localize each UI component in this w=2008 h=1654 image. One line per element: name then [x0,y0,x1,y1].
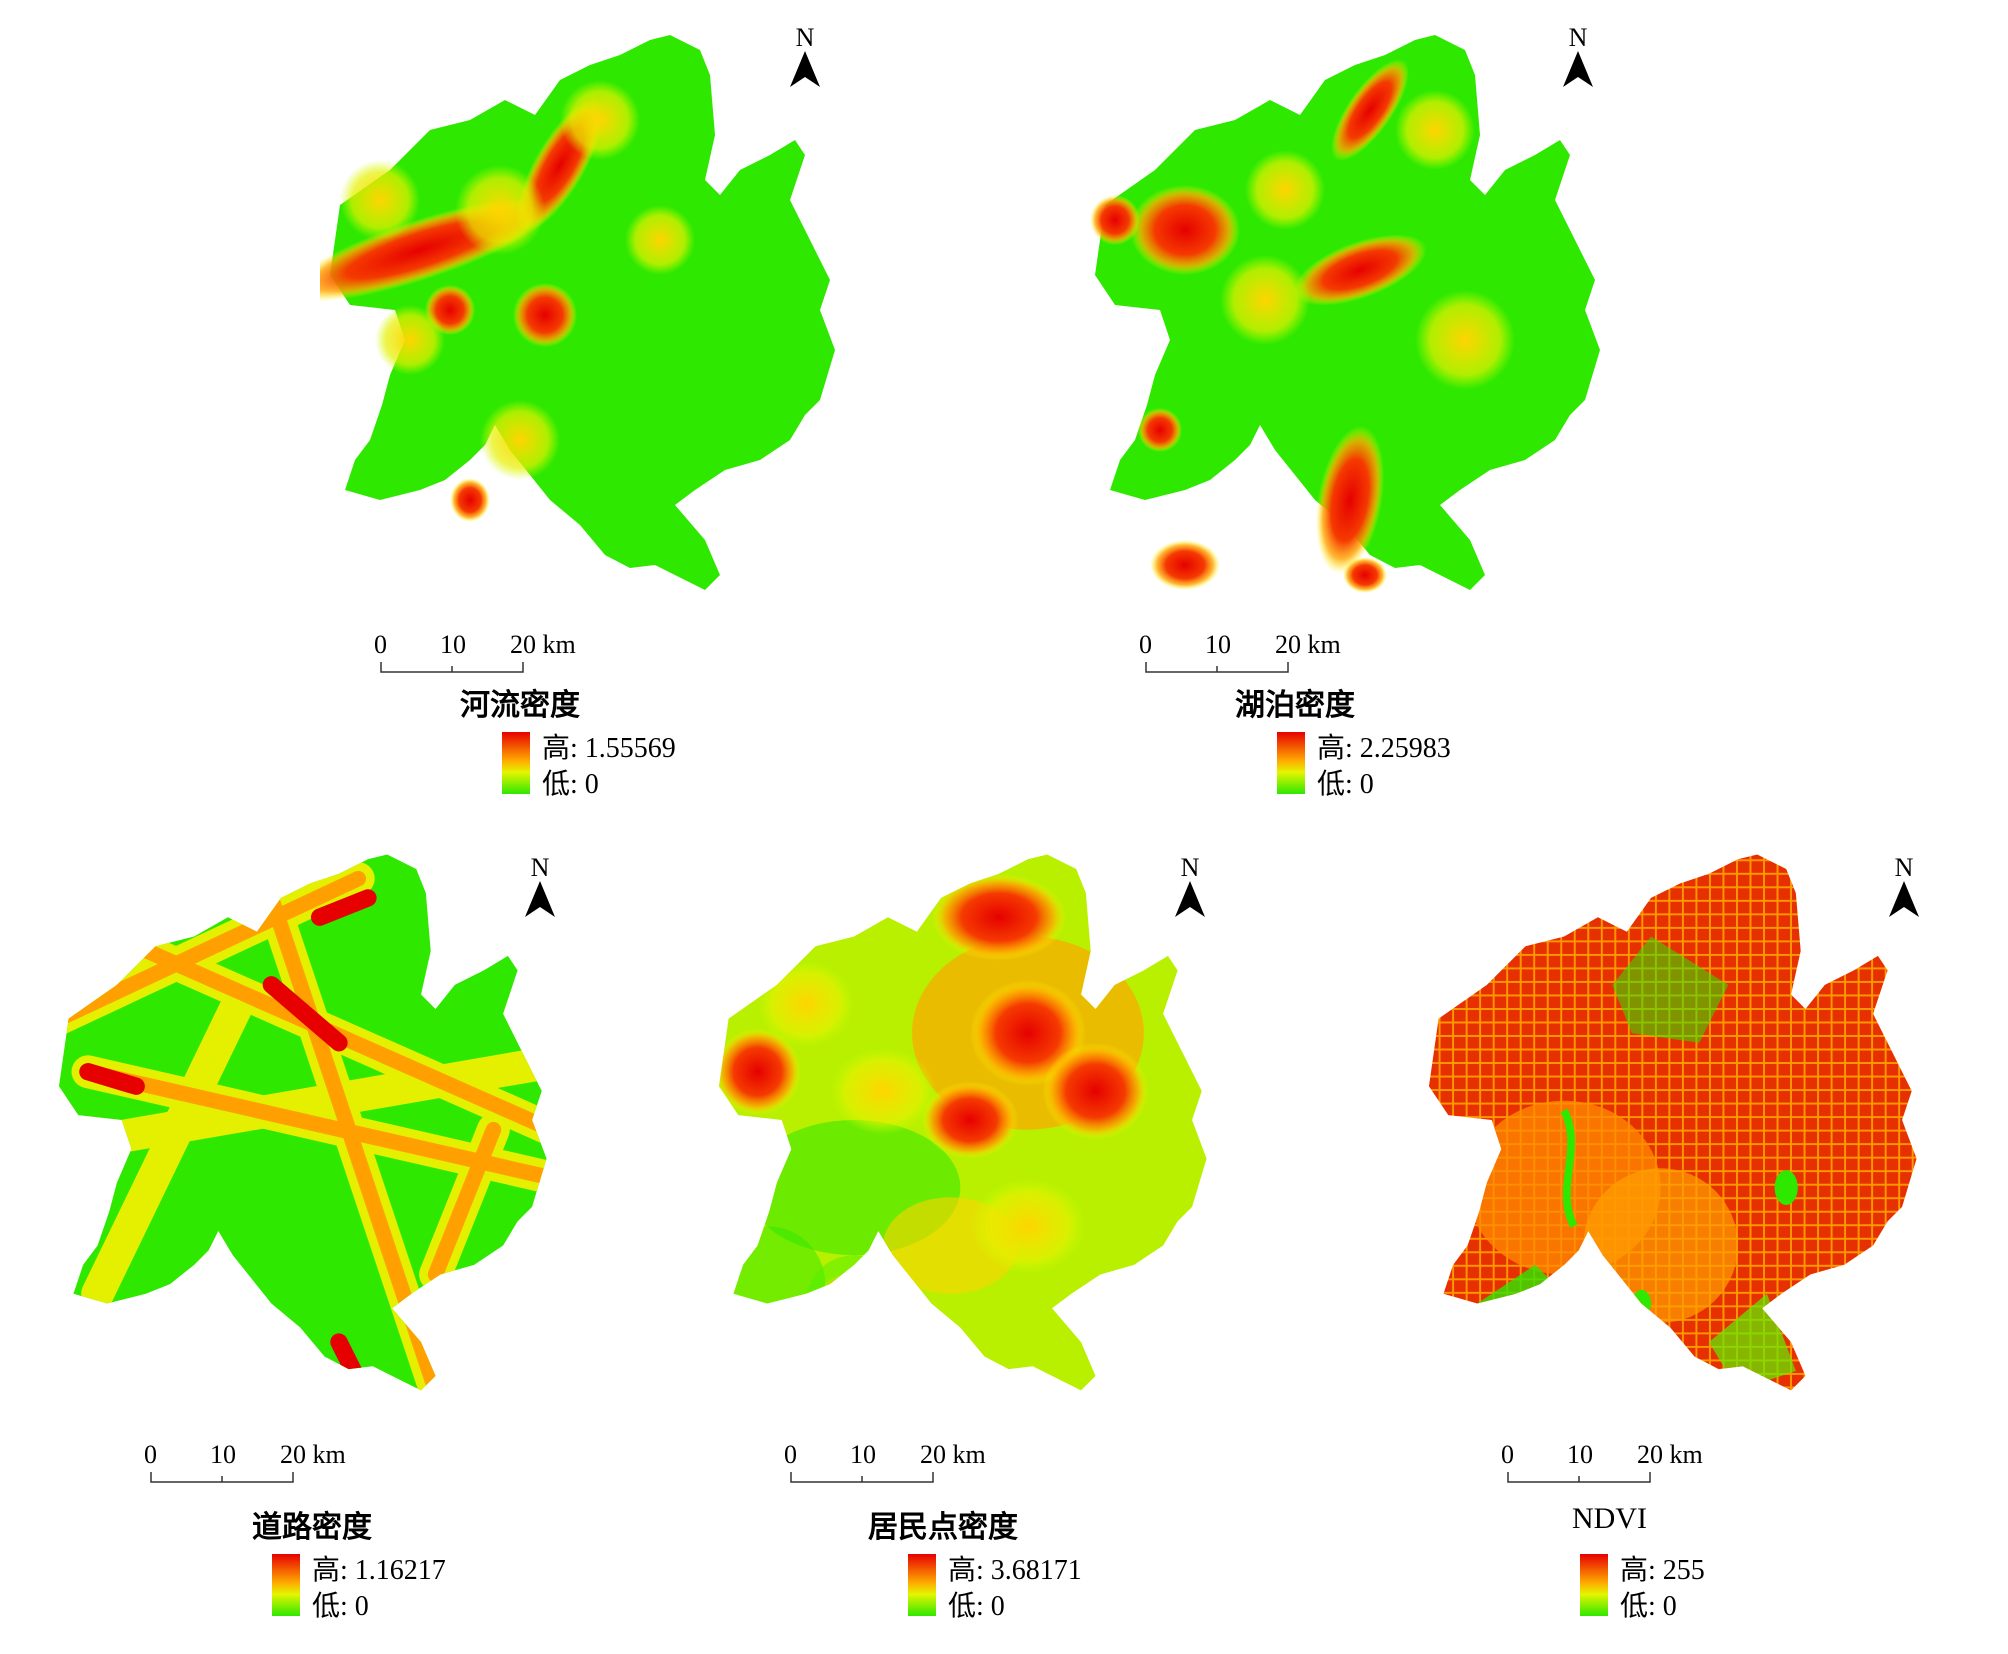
north-arrow: N [785,25,825,92]
legend-high: 高: 1.16217 [312,1555,446,1586]
legend-low: 低: 0 [312,1591,369,1622]
panel-title: 湖泊密度 [1235,689,1355,722]
north-label: N [1568,23,1588,52]
panel-river-density: N 0 10 20 km 河流密度 高: 1.55569 低: 0 [320,20,880,800]
north-label: N [795,23,815,52]
panel-settlement-density: N 0 10 20 km 居民点密度 高: 3.68171 低: 0 [700,840,1260,1640]
legend-color-ramp [1580,1554,1608,1616]
scale-bar: 0 10 20 km [784,1440,990,1483]
scale-tick-20: 20 km [920,1440,986,1469]
scale-bar: 0 10 20 km [1501,1440,1707,1483]
scale-tick-10: 10 [1205,630,1231,659]
scale-tick-20: 20 km [1275,630,1341,659]
ndvi-map [1428,854,1917,1391]
scale-tick-20: 20 km [510,630,576,659]
lake-density-map [1090,35,1600,593]
scale-tick-0: 0 [1139,630,1152,659]
scale-bar: 0 10 20 km [1139,630,1345,673]
panel-road-density: N 0 10 20 km 道路密度 高: 1.16217 低: 0 [40,840,600,1640]
scale-bar: 0 10 20 km [374,630,580,673]
scale-tick-0: 0 [374,630,387,659]
river-density-map [320,35,835,590]
scale-tick-10: 10 [1567,1440,1593,1469]
legend-color-ramp [908,1554,936,1616]
north-arrow: N [1170,855,1210,922]
scale-tick-0: 0 [1501,1440,1514,1469]
legend-color-ramp [1277,732,1305,794]
legend-low: 低: 0 [1317,769,1374,800]
panel-title: 居民点密度 [868,1511,1018,1544]
settlement-hotspots [718,873,1149,1352]
legend-color-ramp [502,732,530,794]
north-label: N [1180,853,1200,882]
scale-tick-0: 0 [144,1440,157,1469]
north-arrow: N [520,855,560,922]
legend-high: 高: 255 [1620,1555,1705,1586]
north-label: N [530,853,550,882]
panel-lake-density: N 0 10 20 km 湖泊密度 高: 2.25983 低: 0 [1085,20,1645,800]
north-arrow: N [1884,855,1924,922]
legend-low: 低: 0 [542,769,599,800]
road-density-map [58,854,547,1391]
scale-tick-10: 10 [440,630,466,659]
legend-low: 低: 0 [948,1591,1005,1622]
north-label: N [1894,853,1914,882]
scale-tick-0: 0 [784,1440,797,1469]
scale-tick-10: 10 [850,1440,876,1469]
scale-tick-20: 20 km [1637,1440,1703,1469]
scale-bar: 0 10 20 km [144,1440,350,1483]
legend-high: 高: 1.55569 [542,733,676,764]
panel-ndvi: N 0 10 20 km NDVI 高: 255 低: 0 [1410,840,1970,1640]
legend-high: 高: 3.68171 [948,1555,1082,1586]
legend-low: 低: 0 [1620,1591,1677,1622]
scale-tick-20: 20 km [280,1440,346,1469]
north-arrow-icon [1563,51,1593,87]
panel-title: 道路密度 [252,1511,372,1544]
north-arrow-icon [1889,881,1919,917]
north-arrow-icon [525,881,555,917]
north-arrow: N [1558,25,1598,92]
lake-hotspots [1090,59,1515,593]
north-arrow-icon [790,51,820,87]
river-hotspots [320,80,695,522]
legend-high: 高: 2.25983 [1317,733,1451,764]
settlement-density-map [718,854,1207,1391]
legend-color-ramp [272,1554,300,1616]
panel-title: NDVI [1572,1502,1647,1535]
north-arrow-icon [1175,881,1205,917]
scale-tick-10: 10 [210,1440,236,1469]
panel-title: 河流密度 [460,689,580,722]
